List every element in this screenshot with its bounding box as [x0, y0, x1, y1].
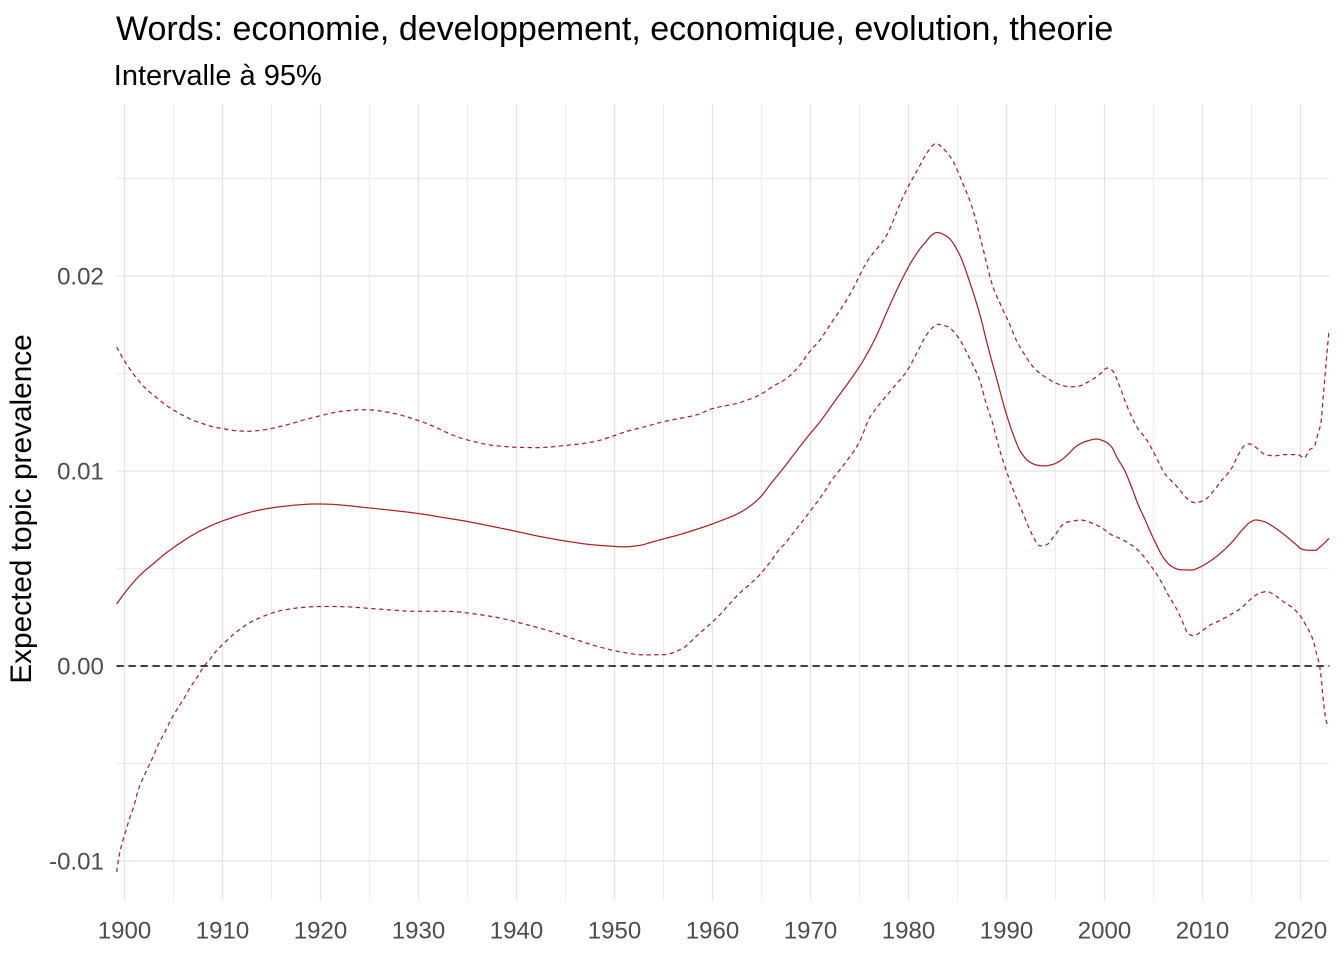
svg-text:Words: economie, developpement: Words: economie, developpement, economiq… — [116, 10, 1113, 48]
svg-text:1920: 1920 — [294, 918, 347, 945]
svg-text:0.00: 0.00 — [57, 654, 104, 681]
svg-text:2020: 2020 — [1274, 918, 1327, 945]
svg-text:Expected topic prevalence: Expected topic prevalence — [5, 334, 38, 684]
svg-text:2010: 2010 — [1176, 918, 1229, 945]
svg-text:1990: 1990 — [980, 918, 1033, 945]
svg-text:Intervalle à 95%: Intervalle à 95% — [114, 60, 322, 92]
svg-text:-0.01: -0.01 — [49, 849, 104, 876]
svg-text:0.01: 0.01 — [57, 459, 104, 486]
svg-text:2000: 2000 — [1078, 918, 1131, 945]
svg-text:1980: 1980 — [882, 918, 935, 945]
svg-text:1970: 1970 — [784, 918, 837, 945]
svg-text:1940: 1940 — [490, 918, 543, 945]
svg-text:0.02: 0.02 — [57, 264, 104, 291]
svg-text:1960: 1960 — [686, 918, 739, 945]
svg-text:1950: 1950 — [588, 918, 641, 945]
svg-text:1930: 1930 — [392, 918, 445, 945]
svg-text:1910: 1910 — [196, 918, 249, 945]
svg-text:1900: 1900 — [98, 918, 151, 945]
